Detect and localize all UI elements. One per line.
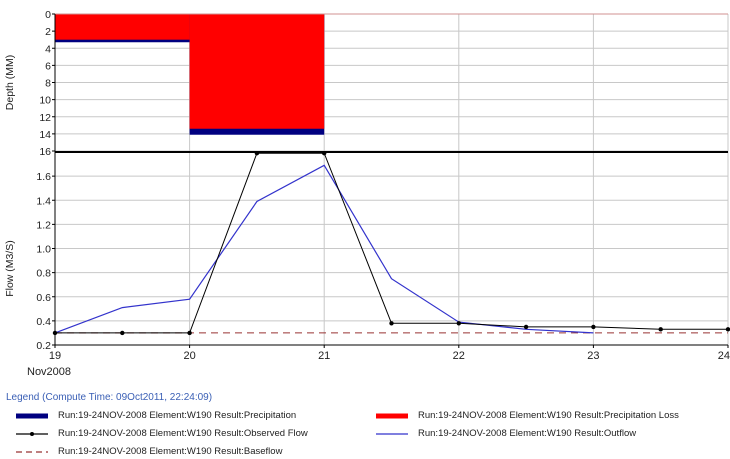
depth-tick-label: 6	[45, 60, 51, 72]
observed-flow-point	[523, 324, 529, 330]
observed-flow-point	[591, 324, 596, 330]
observed-flow-point	[658, 327, 663, 332]
observed-flow-point	[52, 330, 58, 336]
flow-tick-label: 1.2	[36, 219, 51, 231]
depth-tick-label: 2	[45, 26, 51, 38]
x-tick-label: 23	[587, 350, 599, 362]
depth-tick-label: 4	[45, 43, 51, 55]
x-tick-label: 22	[453, 350, 465, 362]
precipitation-loss-bar	[189, 14, 325, 129]
observed-flow-point	[389, 321, 394, 326]
depth-tick-label: 12	[39, 112, 51, 124]
depth-tick-label: 0	[45, 9, 51, 21]
flow-tick-label: 1.6	[36, 171, 51, 183]
legend-swatch	[16, 451, 48, 453]
x-tick-label: 20	[183, 350, 195, 362]
legend-swatch	[16, 432, 48, 436]
legend-swatch	[376, 413, 408, 419]
legend-swatch	[16, 413, 48, 419]
observed-flow-point	[456, 321, 461, 326]
legend-swatch	[376, 433, 408, 435]
legend-label: Run:19-24NOV-2008 Element:W190 Result:Pr…	[418, 410, 679, 421]
precipitation-loss-bar	[55, 14, 190, 40]
x-tick-label: 19	[49, 350, 61, 362]
depth-tick-label: 8	[45, 78, 51, 90]
observed-flow-point	[187, 330, 192, 336]
legend-label: Run:19-24NOV-2008 Element:W190 Result:Ob…	[58, 428, 308, 439]
observed-flow-point	[725, 327, 730, 332]
observed-flow-point	[322, 151, 327, 156]
legend-swatch-marker	[30, 432, 34, 436]
depth-axis-title: Depth (MM)	[4, 55, 16, 110]
legend-label: Run:19-24NOV-2008 Element:W190 Result:Pr…	[58, 410, 297, 421]
flow-tick-label: 1.0	[36, 244, 51, 256]
flow-tick-label: 0.8	[36, 268, 51, 280]
legend-title: Legend (Compute Time: 09Oct2011, 22:24:0…	[6, 392, 213, 403]
depth-tick-label: 10	[39, 95, 51, 107]
flow-tick-label: 0.6	[36, 292, 51, 304]
flow-tick-label: 0.4	[36, 316, 51, 328]
flow-tick-label: 0.2	[36, 340, 51, 352]
outflow-line	[54, 164, 594, 334]
flow-axis-title: Flow (M3/S)	[4, 240, 16, 297]
legend-label: Run:19-24NOV-2008 Element:W190 Result:Ba…	[58, 446, 283, 457]
depth-tick-label: 14	[39, 129, 51, 141]
x-axis-sublabel: Nov2008	[27, 366, 71, 378]
observed-flow-point	[254, 151, 260, 156]
observed-flow-point	[120, 330, 125, 336]
flow-tick-label: 1.4	[36, 195, 51, 207]
x-tick-label: 24	[718, 350, 730, 362]
depth-tick-label: 16	[39, 146, 51, 158]
legend: Legend (Compute Time: 09Oct2011, 22:24:0…	[0, 390, 730, 459]
x-tick-label: 21	[318, 350, 330, 362]
legend-label: Run:19-24NOV-2008 Element:W190 Result:Ou…	[418, 428, 637, 439]
